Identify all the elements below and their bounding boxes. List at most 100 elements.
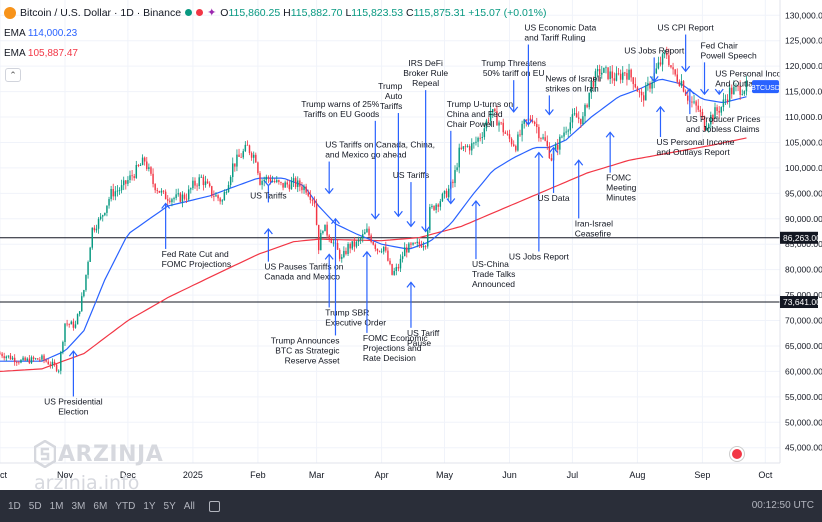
candle-body <box>540 138 542 139</box>
candle-body <box>584 104 586 117</box>
candle-body <box>376 248 379 251</box>
candle-body <box>642 95 645 101</box>
annotation-line: US Jobs Report <box>509 251 570 261</box>
candle <box>661 52 664 72</box>
candle <box>154 183 156 194</box>
ema-fast-legend[interactable]: EMA 114,000.23 <box>4 28 78 39</box>
candle-body <box>183 194 186 199</box>
candle-body <box>575 113 578 118</box>
candle-body <box>693 101 695 103</box>
candle <box>104 212 106 217</box>
range-1y-button[interactable]: 1Y <box>143 500 156 512</box>
candle-body <box>99 216 102 219</box>
range-6m-button[interactable]: 6M <box>93 500 108 512</box>
candle-body <box>378 250 381 252</box>
candle <box>645 82 647 101</box>
candle <box>630 68 632 82</box>
candle-body <box>703 116 706 130</box>
candle <box>506 130 509 136</box>
candle <box>691 96 693 108</box>
range-5y-button[interactable]: 5Y <box>163 500 176 512</box>
annotation-arrowhead <box>406 221 416 228</box>
candle <box>185 193 188 204</box>
annotation-arrowhead <box>331 217 340 225</box>
candle-body <box>626 73 628 80</box>
candle-body <box>45 359 47 362</box>
candle-body <box>557 144 559 150</box>
candle-body <box>108 199 110 206</box>
candle <box>733 80 735 95</box>
candle <box>213 190 215 202</box>
candle-body <box>395 267 398 271</box>
candle-body <box>355 241 358 247</box>
bottom-toolbar: 1D 5D 1M 3M 6M YTD 1Y 5Y All 00:12:50 UT… <box>0 490 822 522</box>
candle <box>672 62 674 75</box>
candle-body <box>20 360 22 363</box>
share-icon[interactable]: ✦ <box>207 7 217 19</box>
candle-body <box>397 267 400 269</box>
candle-body <box>223 192 226 201</box>
range-1m-button[interactable]: 1M <box>49 500 64 512</box>
candle <box>611 65 613 84</box>
annotation-arrowhead <box>161 202 171 209</box>
range-5d-button[interactable]: 5D <box>28 500 42 512</box>
collapse-legend-button[interactable]: ⌃ <box>5 68 21 82</box>
candle <box>544 131 546 142</box>
y-tick-label: 130,000.00 <box>785 10 822 20</box>
candle <box>39 356 41 363</box>
range-1d-button[interactable]: 1D <box>8 500 21 512</box>
candle-body <box>454 170 456 184</box>
annotation: US Economic Data and Tariff Ruling <box>523 23 596 126</box>
x-tick-label: Mar <box>309 470 325 480</box>
candle <box>598 64 601 82</box>
candle-body <box>313 200 316 204</box>
candle-body <box>504 132 507 134</box>
candle <box>305 183 307 195</box>
candle <box>441 192 444 203</box>
candle <box>83 289 85 298</box>
candle <box>378 250 381 253</box>
candle-body <box>611 71 613 79</box>
candle-body <box>519 134 521 136</box>
y-tick-label: 65,000.00 <box>785 341 822 351</box>
candle <box>401 251 404 263</box>
candle <box>634 77 637 89</box>
annotation: Trump U-turns on China and Fed Chair Powel… <box>446 99 513 205</box>
candle-body <box>267 176 270 179</box>
candle-body <box>487 120 490 122</box>
range-ytd-button[interactable]: YTD <box>115 500 136 512</box>
range-3m-button[interactable]: 3M <box>71 500 86 512</box>
candle-body <box>125 180 127 184</box>
candle <box>5 355 8 362</box>
candle-body <box>240 156 242 158</box>
candle <box>60 350 62 375</box>
annotation-line: Rate Decision <box>363 353 416 363</box>
candle-body <box>41 355 43 360</box>
range-all-button[interactable]: All <box>183 500 195 512</box>
candle <box>433 205 435 211</box>
candle <box>622 66 624 84</box>
annotation: Trump Announces BTC as Strategic Reserve A… <box>271 217 340 365</box>
candle-body <box>294 178 297 187</box>
candle-body <box>695 101 697 106</box>
candle <box>647 76 649 91</box>
candle-body <box>515 145 517 151</box>
candle <box>714 102 716 120</box>
candle <box>624 71 626 77</box>
symbol-title[interactable]: Bitcoin / U.S. Dollar · 1D · Binance <box>20 6 182 19</box>
annotation-line: US-China <box>472 259 509 269</box>
us-flag-icon[interactable] <box>730 447 744 461</box>
candle <box>284 180 286 188</box>
candle <box>299 178 301 192</box>
annotation-line: US Personal Income <box>715 68 793 78</box>
calendar-icon[interactable] <box>208 500 220 512</box>
ema-slow-legend[interactable]: EMA 105,887.47 <box>4 48 78 59</box>
candle <box>391 263 393 276</box>
candle-body <box>238 154 240 157</box>
candle <box>536 117 538 134</box>
candle <box>244 141 247 153</box>
candle-body <box>546 140 548 147</box>
candle <box>542 133 544 140</box>
candles <box>0 46 748 375</box>
